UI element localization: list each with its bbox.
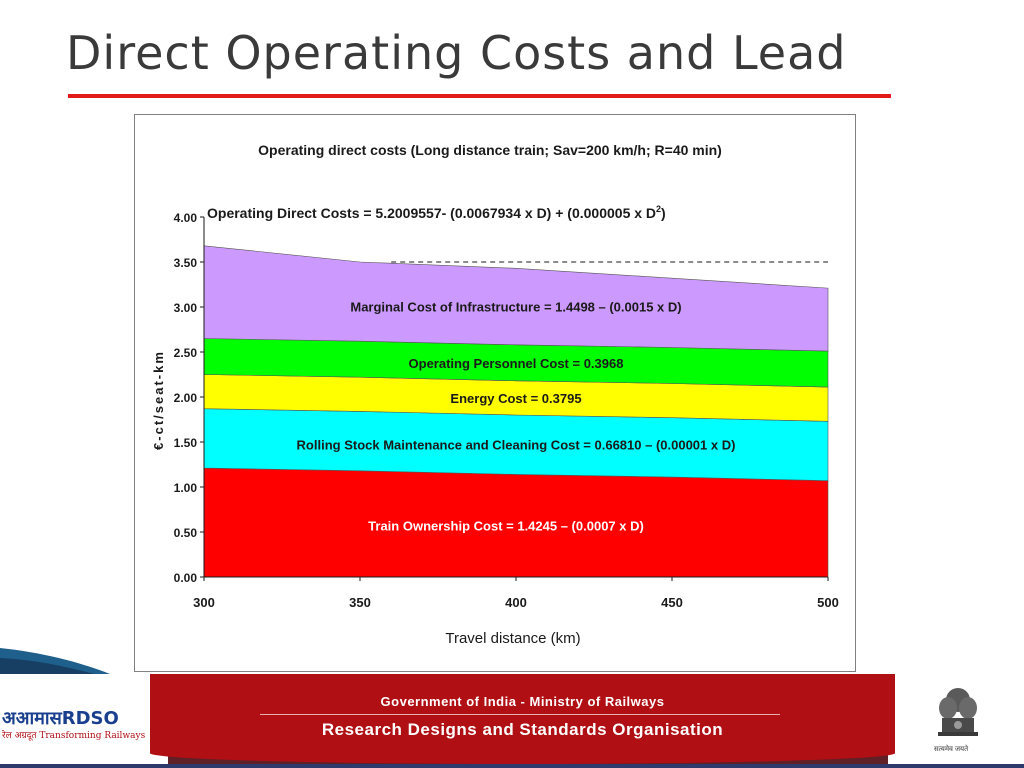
footer-center-band: Government of India - Ministry of Railwa…	[150, 674, 895, 764]
x-tick-label: 350	[349, 595, 371, 610]
y-tick-label: 3.00	[174, 301, 198, 315]
footer-banner: Government of India - Ministry of Railwa…	[0, 674, 1024, 768]
y-tick-label: 2.00	[174, 391, 198, 405]
area-label-rolling-stock-maintenance-and-cleaning-cost: Rolling Stock Maintenance and Cleaning C…	[297, 438, 736, 453]
footer-left-panel	[0, 674, 168, 764]
x-tick-label: 400	[505, 595, 527, 610]
decorative-wave	[0, 648, 110, 674]
area-marginal-cost-of-infrastructure	[203, 245, 829, 352]
area-label-energy-cost: Energy Cost = 0.3795	[450, 391, 581, 406]
y-tick-label: 1.00	[174, 481, 198, 495]
y-tick-label: 0.50	[174, 526, 198, 540]
formula-close: )	[661, 205, 666, 221]
x-tick-labels: 300 350 400 450 500	[193, 595, 839, 610]
area-label-operating-personnel-cost: Operating Personnel Cost = 0.3968	[409, 356, 624, 371]
chart-frame: Train Ownership Cost = 1.4245 – (0.0007 …	[134, 114, 856, 672]
y-tick-labels: 0.00 0.50 1.00 1.50 2.00 2.50 3.00 3.50 4.00	[174, 211, 198, 585]
y-tick-label: 0.00	[174, 571, 198, 585]
cost-area-chart: Train Ownership Cost = 1.4245 – (0.0007 …	[151, 142, 839, 647]
x-tick-label: 500	[817, 595, 839, 610]
y-tick-label: 3.50	[174, 256, 198, 270]
rdso-logo-tagline: रेल अग्रदूत Transforming Railways	[2, 731, 146, 741]
total-cost-formula: Operating Direct Costs = 5.2009557- (0.0…	[207, 204, 666, 221]
area-label-marginal-cost-of-infrastructure: Marginal Cost of Infrastructure = 1.4498…	[350, 300, 681, 315]
formula-superscript: 2	[656, 204, 661, 214]
formula-main: Operating Direct Costs = 5.2009557- (0.0…	[207, 205, 656, 221]
y-axis-label: €-ct/seat-km	[151, 350, 166, 450]
x-tick-label: 300	[193, 595, 215, 610]
y-tick-label: 2.50	[174, 346, 198, 360]
national-emblem-icon	[938, 688, 978, 736]
rdso-logo-text: अआमासRDSO	[2, 708, 119, 729]
chart-axes	[200, 216, 829, 581]
y-tick-label: 1.50	[174, 436, 198, 450]
footer-divider	[260, 714, 780, 715]
rdso-logo: अआमासRDSO रेल अग्रदूत Transforming Railw…	[2, 706, 152, 746]
area-labels: Train Ownership Cost = 1.4245 – (0.0007 …	[297, 300, 736, 534]
area-label-train-ownership-cost: Train Ownership Cost = 1.4245 – (0.0007 …	[368, 519, 644, 534]
slide-title: Direct Operating Costs and Lead	[66, 26, 847, 80]
footer-organisation: Research Designs and Standards Organisat…	[321, 720, 724, 739]
x-tick-label: 450	[661, 595, 683, 610]
title-underline	[68, 94, 891, 98]
x-axis-label: Travel distance (km)	[445, 630, 580, 647]
chart-title: Operating direct costs (Long distance tr…	[258, 142, 722, 158]
emblem-caption: सत्यमेव जयते	[934, 746, 969, 753]
footer-ministry: Government of India - Ministry of Railwa…	[380, 694, 665, 709]
y-tick-label: 4.00	[174, 211, 198, 225]
chart-areas	[203, 245, 829, 578]
footer-bottom-strip	[0, 764, 1024, 768]
